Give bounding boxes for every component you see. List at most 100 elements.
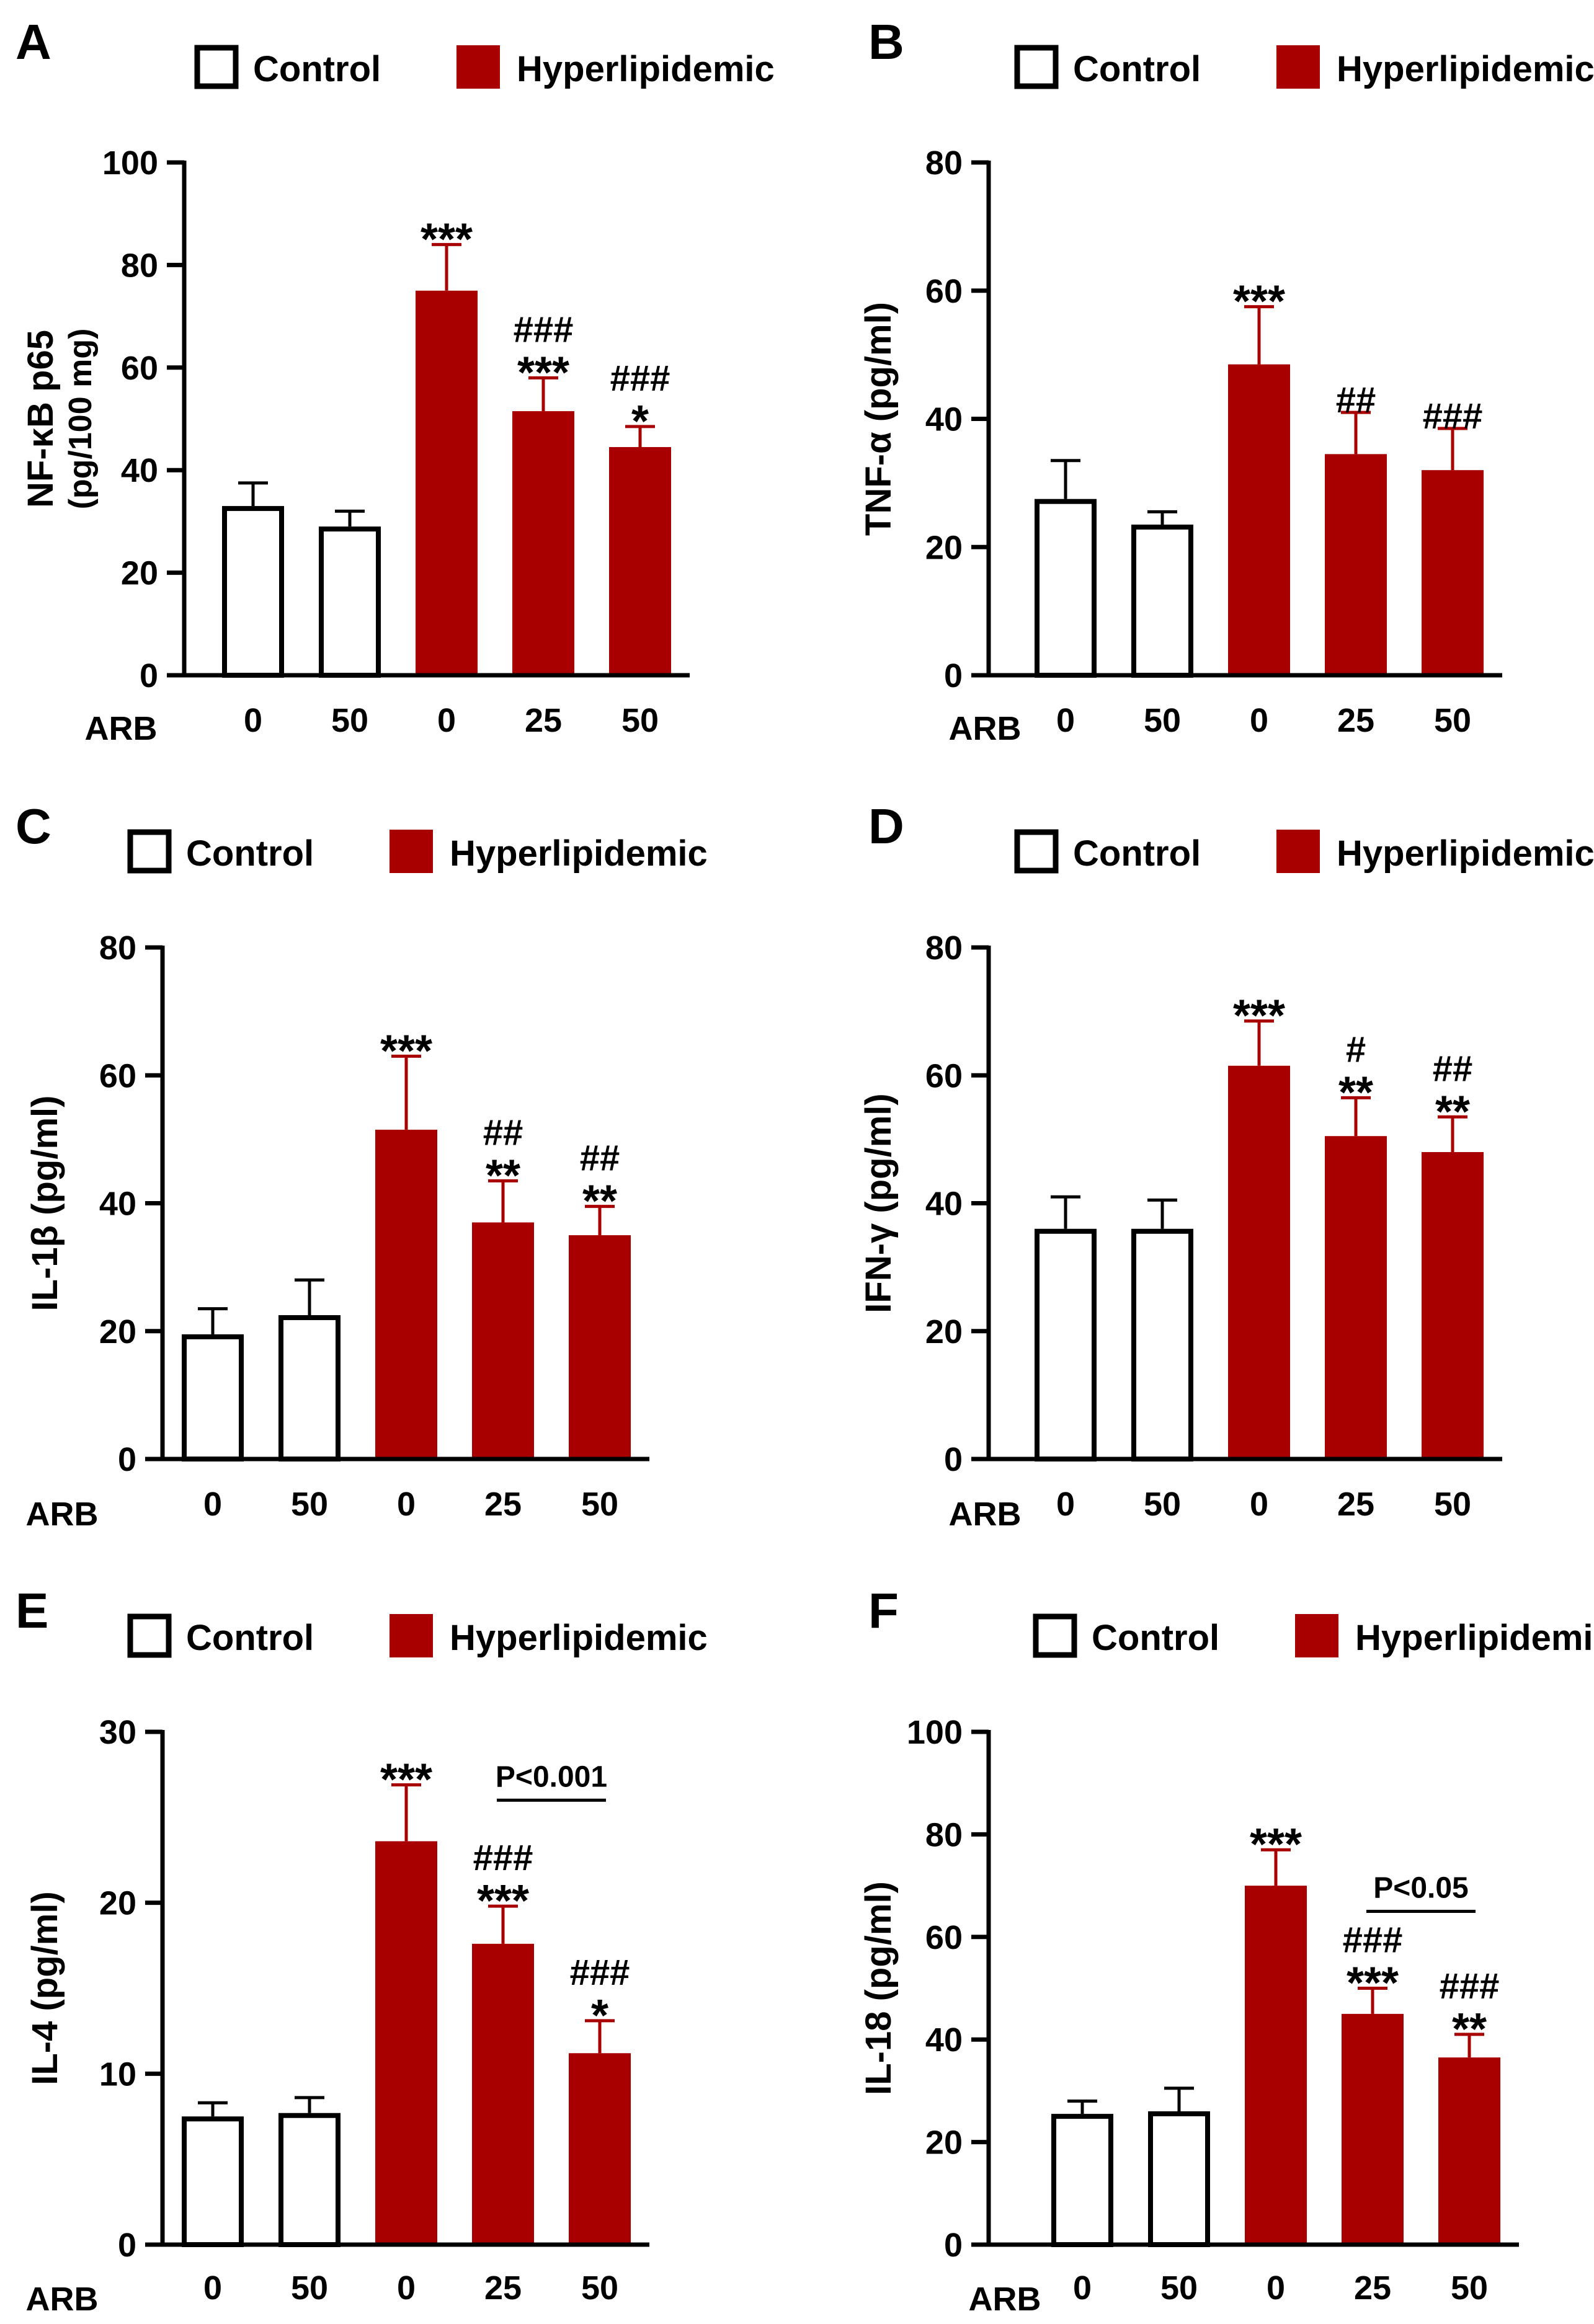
legend-control-swatch	[1033, 1613, 1077, 1658]
x-axis-title: ARB	[949, 1496, 1022, 1533]
legend: Control Hyperlipidemic	[1033, 1613, 1594, 1658]
significance-stars: ***	[517, 348, 569, 397]
y-tick-label: 40	[121, 452, 158, 489]
significance-hash: #	[1346, 1029, 1366, 1070]
y-tick-label: 0	[944, 657, 963, 694]
bar-control	[319, 526, 381, 678]
x-tick-label: 0	[1250, 1486, 1268, 1523]
bar-hyperlipidemic	[1228, 1065, 1290, 1459]
x-axis-title: ARB	[26, 2281, 99, 2318]
legend-hyper-swatch	[456, 45, 500, 89]
y-tick-label: 0	[944, 2227, 963, 2264]
y-tick-label: 80	[925, 1816, 963, 1853]
legend-hyper-label: Hyperlipidemic	[1337, 833, 1594, 874]
x-tick-label: 50	[1144, 702, 1181, 739]
y-tick-label: 20	[99, 1885, 136, 1922]
bar-control	[1148, 2111, 1210, 2247]
panel-a: A Control Hyperlipidemic 0 20 40 60 80 100 NF-κB …	[16, 14, 775, 747]
panel-letter: E	[16, 1583, 48, 1638]
y-axis-title: IL-4 (pg/ml)	[25, 1891, 65, 2085]
bar-control	[1131, 525, 1193, 678]
significance-stars: **	[486, 1151, 520, 1200]
x-tick-label: 0	[244, 702, 262, 739]
legend-hyper-swatch	[390, 1614, 433, 1657]
panel-d: D Control Hyperlipidemic 0 20 40 60 80 IFN-γ (pg…	[858, 799, 1594, 1533]
legend-control-label: Control	[253, 49, 381, 89]
y-tick-label: 60	[925, 273, 963, 310]
significance-hash: ###	[570, 1953, 630, 1993]
y-axis-title: IL-1β (pg/ml)	[25, 1096, 65, 1311]
bar-hyperlipidemic	[416, 290, 478, 675]
bar-hyperlipidemic	[609, 446, 671, 675]
panel-b: B Control Hyperlipidemic 0 20 40 60 80 TNF-α (pg…	[858, 14, 1594, 747]
legend-hyper-label: Hyperlipidemic	[1337, 49, 1594, 89]
y-tick-label: 80	[121, 247, 158, 284]
significance-hash: ##	[580, 1138, 620, 1179]
y-tick-label: 60	[925, 1919, 963, 1956]
y-tick-label: 60	[121, 350, 158, 387]
x-tick-label: 0	[437, 702, 456, 739]
x-tick-label: 50	[581, 2269, 618, 2307]
bar-control	[278, 1315, 341, 1461]
legend-control-label: Control	[1092, 1618, 1219, 1658]
y-tick-label: 100	[102, 144, 158, 182]
x-axis-title: ARB	[26, 1496, 99, 1533]
bar-control	[1051, 2114, 1113, 2247]
significance-stars: ***	[421, 215, 473, 264]
y-tick-label: 20	[121, 555, 158, 592]
significance-hash: ##	[1433, 1049, 1473, 1089]
bar-hyperlipidemic	[1342, 2013, 1404, 2245]
x-tick-label: 50	[1434, 1486, 1471, 1523]
x-tick-label: 0	[1250, 702, 1268, 739]
legend: Control Hyperlipidemic	[1014, 45, 1594, 89]
x-tick-label: 50	[621, 702, 659, 739]
bar-control	[1035, 499, 1097, 678]
p-value-label: P<0.05	[1373, 1871, 1468, 1904]
x-tick-label: 0	[1056, 1486, 1075, 1523]
legend-control-label: Control	[1073, 49, 1201, 89]
panel-letter: C	[16, 799, 51, 854]
significance-stars: ***	[1233, 991, 1285, 1041]
x-tick-label: 50	[1160, 2269, 1198, 2307]
x-tick-label: 0	[397, 2269, 416, 2307]
bar-hyperlipidemic	[1422, 1152, 1484, 1459]
y-tick-label: 80	[925, 144, 963, 182]
y-axis-title: NF-κB p65	[20, 330, 61, 508]
legend-control-swatch	[127, 829, 172, 874]
bar-hyperlipidemic	[512, 411, 574, 675]
significance-stars: **	[1452, 2005, 1487, 2054]
y-tick-label: 60	[99, 1057, 136, 1094]
legend-hyper-swatch	[390, 830, 433, 873]
legend-hyper-label: Hyperlipidemic	[1355, 1618, 1594, 1658]
y-tick-label: 20	[99, 1313, 136, 1350]
panel-e: E Control Hyperlipidemic 0 10 20 30 IL-4 (pg/ml…	[16, 1583, 708, 2318]
x-tick-label: 0	[1073, 2269, 1092, 2307]
bar-control	[278, 2113, 341, 2247]
y-tick-label: 30	[99, 1714, 136, 1751]
panel-letter: F	[868, 1583, 899, 1638]
bar-hyperlipidemic	[472, 1943, 534, 2245]
x-axis-title: ARB	[85, 710, 158, 747]
bar-hyperlipidemic	[1245, 1886, 1307, 2245]
x-tick-label: 25	[484, 2269, 522, 2307]
bar-hyperlipidemic	[1228, 364, 1290, 675]
x-tick-label: 50	[331, 702, 368, 739]
legend: Control Hyperlipidemic	[194, 45, 775, 89]
x-tick-label: 50	[1451, 2269, 1488, 2307]
y-tick-label: 10	[99, 2056, 136, 2093]
significance-stars: **	[1338, 1068, 1373, 1117]
bar-control	[182, 1334, 244, 1461]
significance-stars: **	[1435, 1087, 1470, 1137]
bar-hyperlipidemic	[1422, 470, 1484, 675]
x-tick-label: 50	[291, 1486, 328, 1523]
legend-hyper-swatch	[1276, 45, 1320, 89]
x-tick-label: 0	[1267, 2269, 1285, 2307]
y-tick-label: 60	[925, 1057, 963, 1094]
panel-letter: B	[868, 14, 904, 69]
significance-stars: *	[631, 397, 649, 446]
significance-stars: ***	[380, 1755, 432, 1804]
legend-control-swatch	[127, 1613, 172, 1658]
y-tick-label: 20	[925, 2124, 963, 2162]
panel-letter: D	[868, 799, 904, 854]
significance-stars: ***	[1347, 1959, 1399, 2008]
